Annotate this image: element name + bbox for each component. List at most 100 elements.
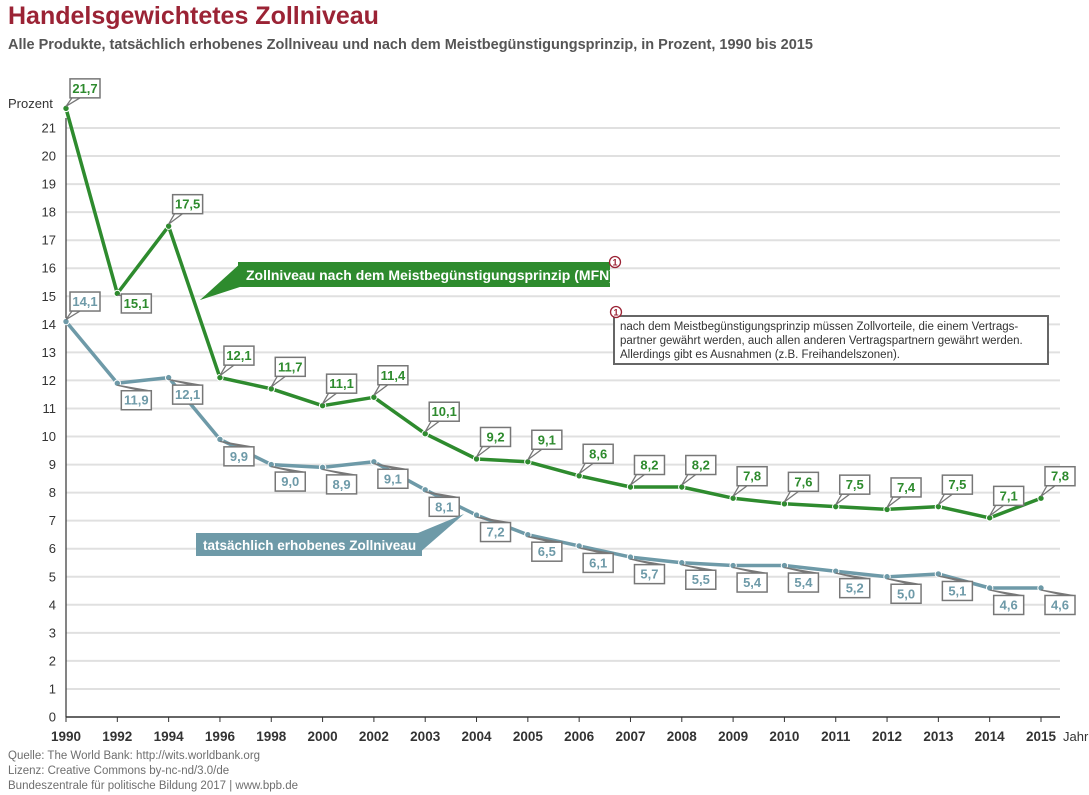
data-label-text: 8,2 (640, 458, 658, 473)
data-label-text: 9,2 (486, 429, 504, 444)
mfn-series-label: Zollniveau nach dem Meistbegünstigungspr… (200, 262, 614, 300)
data-label: 4,6 (989, 589, 1025, 616)
data-label: 9,1 (373, 463, 409, 490)
y-tick-label: 4 (49, 597, 56, 612)
data-label-text: 8,2 (692, 458, 710, 473)
data-label-box (428, 401, 460, 422)
data-label-text: 7,2 (486, 525, 504, 540)
y-tick-label: 3 (49, 625, 56, 640)
data-label: 7,8 (1040, 465, 1076, 497)
applied-series-point (370, 458, 378, 466)
mfn-series-label-pointer (200, 264, 246, 300)
applied-series-point (524, 530, 532, 539)
data-label-text: 9,1 (538, 432, 556, 447)
data-label-box (377, 468, 409, 490)
footnote-marker-circle (608, 255, 622, 269)
data-label-text: 8,1 (435, 499, 453, 514)
data-label: 7,5 (835, 474, 871, 506)
data-label-text: 5,2 (846, 581, 864, 596)
data-label-pointer (732, 566, 766, 574)
data-label: 6,1 (579, 547, 614, 574)
data-label-pointer (270, 375, 288, 388)
data-label-box (633, 454, 666, 476)
data-label-box (941, 580, 974, 602)
y-tick-label: 15 (42, 289, 56, 304)
data-label-box (941, 474, 974, 495)
y-tick-label: 1 (49, 681, 56, 696)
y-tick-label: 6 (49, 541, 56, 556)
data-label-box (838, 474, 871, 495)
data-label-text: 11,9 (124, 393, 149, 408)
x-tick-label: 2015 (1026, 729, 1057, 744)
footer-source: Quelle: The World Bank: http://wits.worl… (8, 750, 261, 762)
data-label-box (992, 485, 1025, 507)
y-tick-label: 21 (42, 121, 56, 136)
data-label-pointer (681, 473, 698, 486)
data-label-text: 10,1 (432, 404, 457, 419)
data-label: 17,5 (168, 193, 204, 225)
data-label-text: 21,7 (72, 81, 97, 96)
data-label-text: 8,6 (589, 446, 607, 461)
data-label-pointer (65, 310, 83, 321)
data-label-text: 9,0 (281, 474, 299, 489)
applied-series-point (113, 379, 122, 387)
data-label-pointer (937, 493, 955, 506)
data-label-box (171, 193, 204, 215)
data-label-box (274, 356, 307, 378)
y-tick-label: 18 (42, 205, 56, 220)
data-label: 12,1 (219, 345, 255, 377)
x-tick-label: 2009 (718, 729, 748, 744)
data-label-box (890, 477, 922, 498)
x-tick-label: 2000 (308, 729, 338, 744)
data-label-box (377, 365, 409, 386)
y-axis-label: Prozent (8, 96, 53, 111)
x-tick-label: 2002 (359, 729, 389, 744)
applied-series-point (421, 486, 429, 494)
applied-series-point (575, 542, 583, 550)
footnote-box-marker: 1 (609, 305, 623, 319)
mfn-series-point (62, 104, 70, 113)
x-tick-label: 2011 (821, 729, 851, 744)
x-tick-label: 2010 (769, 729, 799, 744)
data-label: 7,4 (886, 477, 922, 508)
data-label: 9,2 (475, 426, 512, 458)
footnote-box: nach dem Meistbegünstigungsprinzip müsse… (613, 315, 1049, 365)
data-label-text: 6,1 (589, 555, 607, 570)
data-label-box (582, 552, 614, 574)
data-label-pointer (1040, 589, 1074, 597)
data-label-text: 7,8 (743, 469, 761, 484)
applied-series-point (318, 463, 327, 472)
data-label-pointer (732, 485, 750, 497)
x-tick-label: 2013 (923, 729, 954, 744)
data-label-box (223, 446, 255, 467)
data-label-pointer (424, 420, 442, 433)
data-label-box (120, 389, 153, 411)
applied-series-point (62, 317, 70, 326)
data-label-text: 7,8 (1051, 469, 1069, 484)
data-label: 11,4 (373, 365, 409, 396)
data-label: 8,9 (322, 468, 358, 495)
data-label-text: 15,1 (124, 296, 149, 311)
data-label: 11,1 (322, 373, 358, 405)
line-chart: 0123456789101112131415161718192021Prozen… (8, 78, 1089, 744)
footnote-marker-text: 1 (612, 258, 617, 268)
data-label-pointer (1040, 485, 1057, 497)
data-label-pointer (373, 384, 390, 396)
applied-series-point (729, 561, 737, 570)
data-label-box (992, 594, 1025, 616)
x-tick-label: 2003 (410, 729, 441, 744)
mfn-series-label-box (238, 262, 610, 287)
data-label: 21,7 (65, 78, 101, 107)
data-label-text: 5,4 (743, 575, 762, 590)
applied-series-point (780, 561, 789, 570)
data-label-box (223, 345, 255, 366)
data-label-text: 12,1 (175, 387, 200, 402)
data-label-text: 9,9 (230, 449, 248, 464)
applied-series-label: tatsächlich erhobenes Zollniveau (196, 514, 464, 556)
footnote-box-marker-text: 1 (613, 308, 618, 318)
data-label-pointer (629, 473, 647, 486)
x-tick-label: 1992 (102, 729, 132, 744)
data-label-box (171, 384, 204, 405)
data-label: 7,1 (989, 485, 1025, 517)
data-label: 15,1 (117, 293, 153, 314)
